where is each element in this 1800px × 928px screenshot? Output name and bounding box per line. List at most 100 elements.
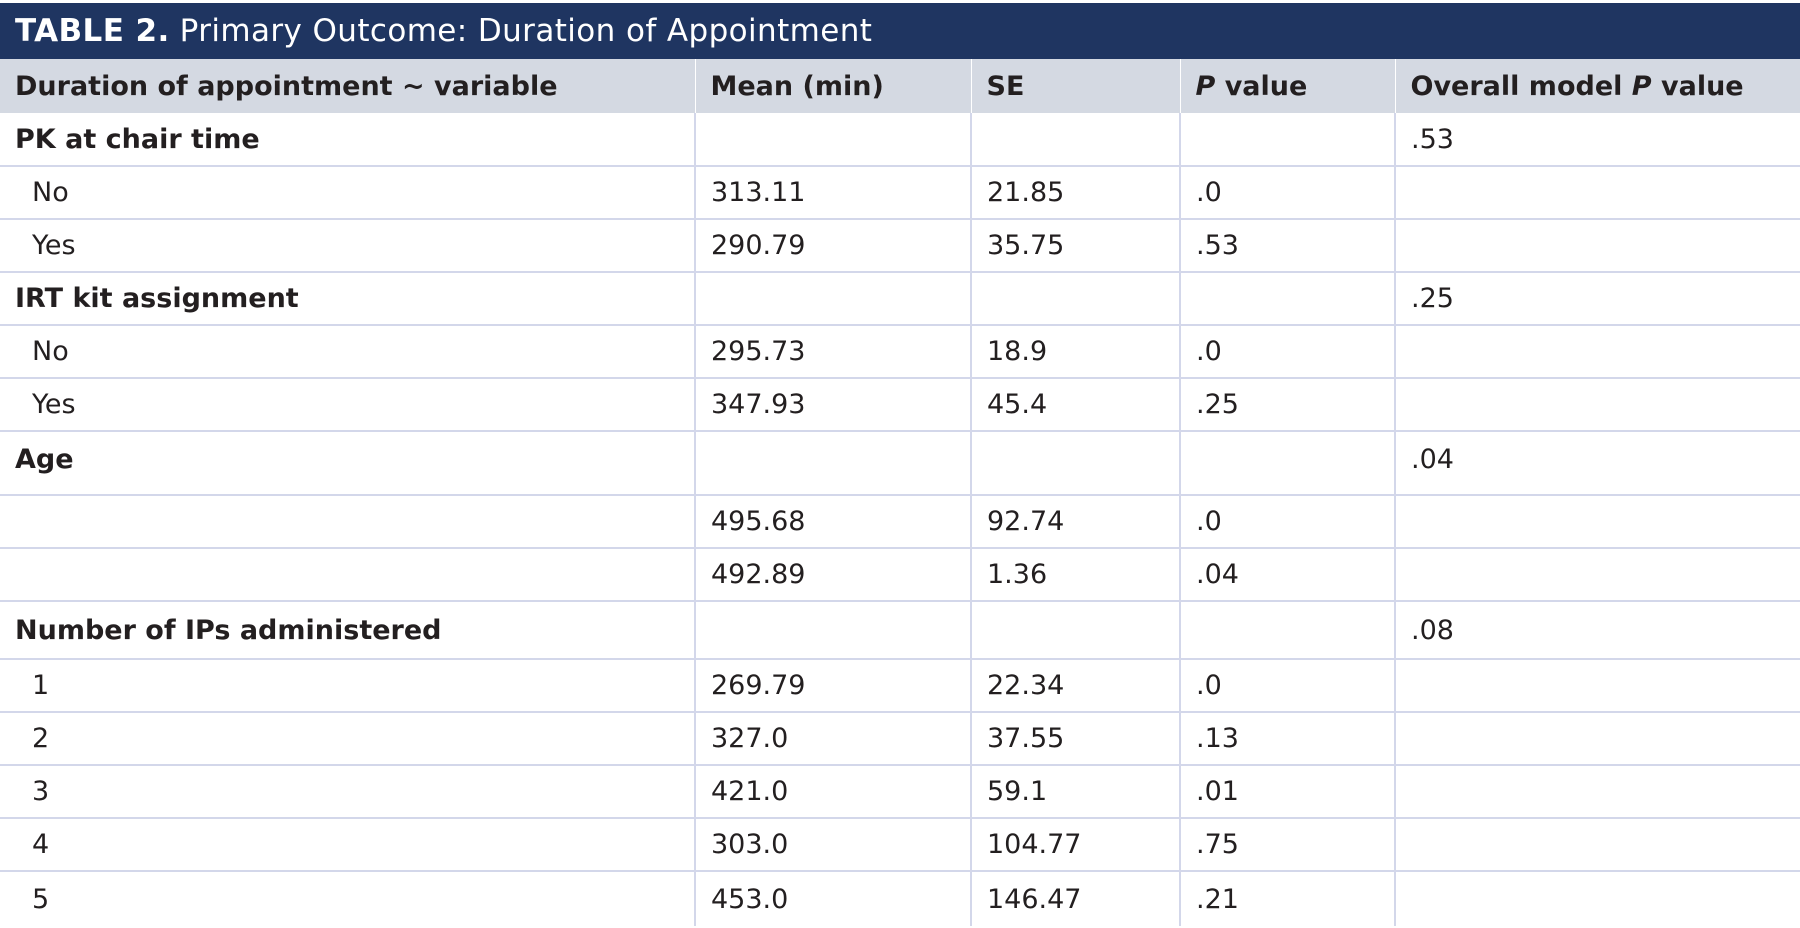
table-row: No 295.73 18.9 .0: [0, 325, 1800, 379]
header-overall-prefix: Overall model: [1410, 70, 1632, 102]
cell-se: 92.74: [970, 495, 1180, 549]
cell-se: 146.47: [970, 871, 1180, 926]
header-overall-p-value: Overall model P value: [1394, 59, 1800, 113]
table-title: Primary Outcome: Duration of Appointment: [179, 13, 873, 49]
header-overall-suffix: value: [1651, 70, 1744, 102]
table-row: Number of IPs administered .08: [0, 601, 1800, 660]
table-row: 3 421.0 59.1 .01: [0, 765, 1800, 819]
cell-p: [1179, 601, 1395, 660]
cell-variable: No: [0, 325, 695, 379]
cell-mean: 347.93: [694, 378, 971, 432]
cell-variable: [0, 495, 695, 549]
cell-overall: [1394, 765, 1800, 819]
cell-p: .25: [1179, 378, 1395, 432]
cell-overall: [1394, 378, 1800, 432]
cell-variable: 3: [0, 765, 695, 819]
cell-p: .04: [1179, 548, 1395, 602]
cell-mean: 327.0: [694, 712, 971, 766]
cell-variable: 1: [0, 659, 695, 713]
cell-variable: Yes: [0, 219, 695, 273]
table-row: Age .04: [0, 431, 1800, 496]
cell-variable: 5: [32, 883, 50, 915]
cell-se: 45.4: [970, 378, 1180, 432]
cell-p: [1179, 272, 1395, 326]
cell-p: .0: [1179, 166, 1395, 220]
cell-p: .21: [1179, 871, 1395, 926]
cell-overall: [1394, 166, 1800, 220]
cell-se: 1.36: [970, 548, 1180, 602]
table-row: 2 327.0 37.55 .13: [0, 712, 1800, 766]
cell-mean: 421.0: [694, 765, 971, 819]
cell-p: .0: [1179, 495, 1395, 549]
cell-variable: [0, 548, 695, 602]
cell-se: 35.75: [970, 219, 1180, 273]
cell-mean: [694, 113, 971, 167]
table-row: 5 453.0 146.47 .21: [0, 871, 1800, 926]
cell-overall: .25: [1394, 272, 1800, 326]
cell-overall: [1394, 659, 1800, 713]
header-row: Duration of appointment ~ variable Mean …: [0, 59, 1800, 113]
cell-variable: No: [0, 166, 695, 220]
cell-overall: [1394, 548, 1800, 602]
cell-se: [970, 113, 1180, 167]
header-p-value: P value: [1179, 59, 1395, 113]
cell-p: .0: [1179, 659, 1395, 713]
header-se: SE: [970, 59, 1180, 113]
table-row: 1 269.79 22.34 .0: [0, 659, 1800, 713]
cell-p: .01: [1179, 765, 1395, 819]
cell-se: 37.55: [970, 712, 1180, 766]
cell-overall: [1394, 495, 1800, 549]
outcome-table: Duration of appointment ~ variable Mean …: [0, 59, 1800, 926]
cell-mean: 303.0: [694, 818, 971, 872]
table-title-bar: TABLE 2. Primary Outcome: Duration of Ap…: [0, 3, 1800, 59]
cell-variable: PK at chair time: [0, 113, 695, 167]
table-row: IRT kit assignment .25: [0, 272, 1800, 326]
cell-overall: .08: [1394, 601, 1800, 660]
cell-variable: Yes: [0, 378, 695, 432]
cell-mean: 495.68: [694, 495, 971, 549]
cell-overall: [1394, 219, 1800, 273]
cell-variable: IRT kit assignment: [0, 272, 695, 326]
cell-mean: 453.0: [694, 871, 971, 926]
cell-overall: [1394, 325, 1800, 379]
cell-overall: .53: [1394, 113, 1800, 167]
table-row: Yes 347.93 45.4 .25: [0, 378, 1800, 432]
header-variable: Duration of appointment ~ variable: [0, 59, 695, 113]
table-row: Yes 290.79 35.75 .53: [0, 219, 1800, 273]
cell-se: [970, 601, 1180, 660]
cell-p: .13: [1179, 712, 1395, 766]
table-row: 492.89 1.36 .04: [0, 548, 1800, 602]
cell-mean: 295.73: [694, 325, 971, 379]
table-row: No 313.11 21.85 .0: [0, 166, 1800, 220]
cell-se: [970, 272, 1180, 326]
header-p-rest: value: [1215, 70, 1308, 102]
header-mean: Mean (min): [694, 59, 971, 113]
header-p-italic: P: [1195, 70, 1216, 102]
cell-overall: [1394, 712, 1800, 766]
cell-se: 104.77: [970, 818, 1180, 872]
table-row: 4 303.0 104.77 .75: [0, 818, 1800, 872]
cell-p: .53: [1179, 219, 1395, 273]
cell-mean: [694, 431, 971, 496]
cell-overall: .04: [1394, 431, 1800, 496]
cell-p: [1179, 431, 1395, 496]
table-row: 495.68 92.74 .0: [0, 495, 1800, 549]
cell-overall: [1394, 871, 1800, 926]
cell-p: .75: [1179, 818, 1395, 872]
cell-mean: [694, 272, 971, 326]
cell-mean: 492.89: [694, 548, 971, 602]
cell-mean: 269.79: [694, 659, 971, 713]
cell-mean: [694, 601, 971, 660]
table-row: PK at chair time .53: [0, 113, 1800, 167]
cell-variable: Age: [0, 431, 695, 496]
cell-se: [970, 431, 1180, 496]
header-overall-italic: P: [1631, 70, 1652, 102]
cell-variable: Number of IPs administered: [0, 601, 695, 660]
cell-se: 21.85: [970, 166, 1180, 220]
cell-se: 59.1: [970, 765, 1180, 819]
cell-variable: 4: [0, 818, 695, 872]
cell-variable: 2: [0, 712, 695, 766]
cell-se: 18.9: [970, 325, 1180, 379]
cell-overall: [1394, 818, 1800, 872]
